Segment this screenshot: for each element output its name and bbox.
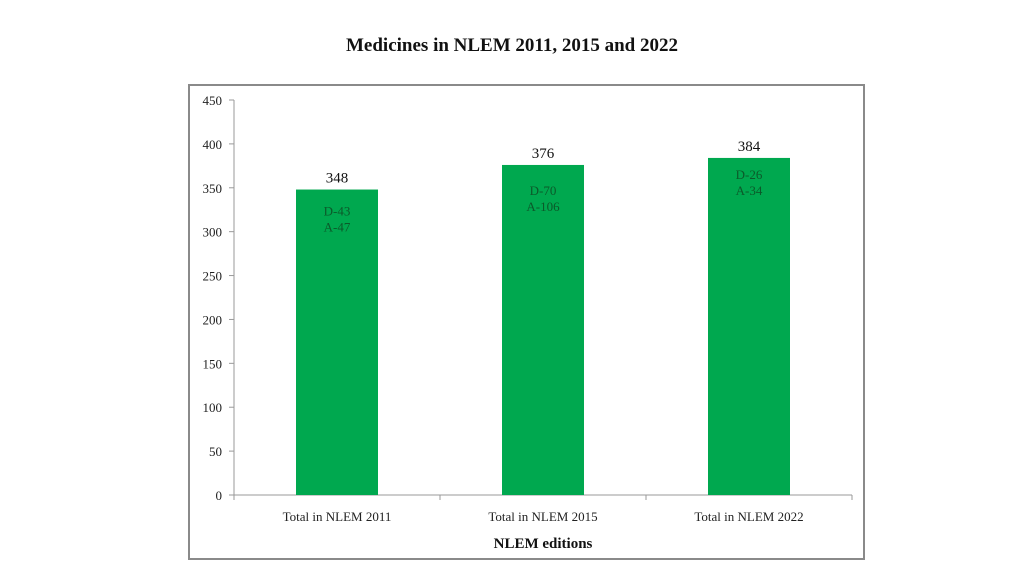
y-tick-label: 200 (203, 312, 223, 327)
bar (296, 189, 378, 496)
y-tick-label: 350 (203, 181, 223, 196)
x-tick-label: Total in NLEM 2015 (488, 509, 597, 524)
y-tick-label: 100 (203, 400, 223, 415)
bar-annotation: A-106 (526, 199, 560, 214)
bar (502, 164, 584, 495)
bar-annotation: D-26 (736, 167, 763, 182)
y-tick-label: 400 (203, 137, 223, 152)
bar-annotation: D-70 (530, 183, 557, 198)
data-label: 348 (326, 171, 349, 187)
y-tick-label: 300 (203, 225, 223, 240)
y-tick-label: 450 (203, 93, 223, 108)
y-tick-label: 50 (209, 444, 222, 459)
chart-title: Medicines in NLEM 2011, 2015 and 2022 (346, 35, 678, 56)
bar-annotation: D-43 (324, 204, 351, 219)
x-tick-label: Total in NLEM 2022 (694, 509, 803, 524)
data-label: 376 (532, 146, 555, 162)
x-axis-title: NLEM editions (494, 536, 593, 552)
y-tick-label: 150 (203, 356, 223, 371)
data-label: 384 (738, 139, 761, 155)
bar (708, 157, 790, 495)
bar-annotation: A-47 (324, 220, 351, 235)
chart-frame (188, 84, 865, 560)
bar-annotation: A-34 (736, 183, 763, 198)
y-tick-label: 250 (203, 269, 223, 284)
y-tick-label: 0 (216, 488, 223, 503)
x-tick-label: Total in NLEM 2011 (283, 509, 392, 524)
